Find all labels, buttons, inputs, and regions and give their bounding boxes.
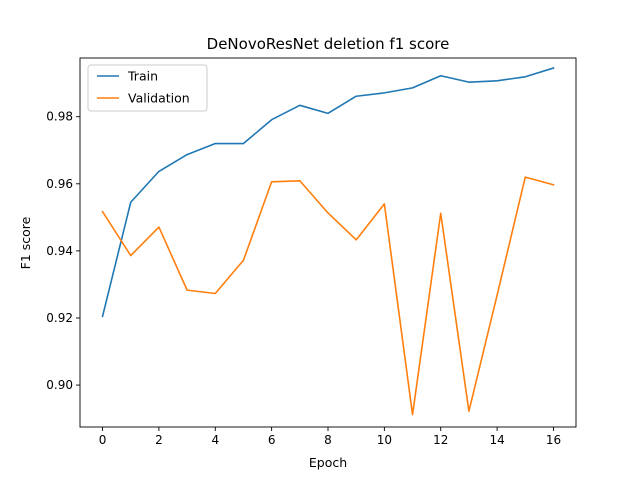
legend-label-validation: Validation — [128, 91, 190, 106]
axis-ticks: 0 2 4 6 8 10 12 14 16 0.90 0.92 0.94 0.96 0.98 — [46, 110, 561, 447]
y-tick-label: 0.92 — [46, 311, 73, 325]
x-tick-label: 6 — [268, 433, 276, 447]
x-axis-label: Epoch — [309, 455, 347, 470]
y-axis-label: F1 score — [18, 216, 33, 269]
plot-area — [79, 57, 577, 428]
legend-label-train: Train — [127, 69, 158, 84]
x-tick-label: 2 — [155, 433, 163, 447]
y-tick-label: 0.96 — [46, 177, 73, 191]
y-tick-label: 0.90 — [46, 378, 73, 392]
legend: Train Validation — [87, 64, 208, 112]
series-line-validation — [101, 176, 555, 416]
chart-title: DeNovoResNet deletion f1 score — [207, 35, 450, 53]
x-tick-label: 14 — [489, 433, 504, 447]
x-tick-label: 0 — [99, 433, 107, 447]
y-tick-label: 0.98 — [46, 110, 73, 124]
x-tick-label: 8 — [324, 433, 332, 447]
x-tick-label: 4 — [211, 433, 219, 447]
x-tick-label: 10 — [377, 433, 392, 447]
y-tick-label: 0.94 — [46, 244, 73, 258]
x-tick-label: 16 — [546, 433, 561, 447]
x-tick-label: 12 — [433, 433, 448, 447]
